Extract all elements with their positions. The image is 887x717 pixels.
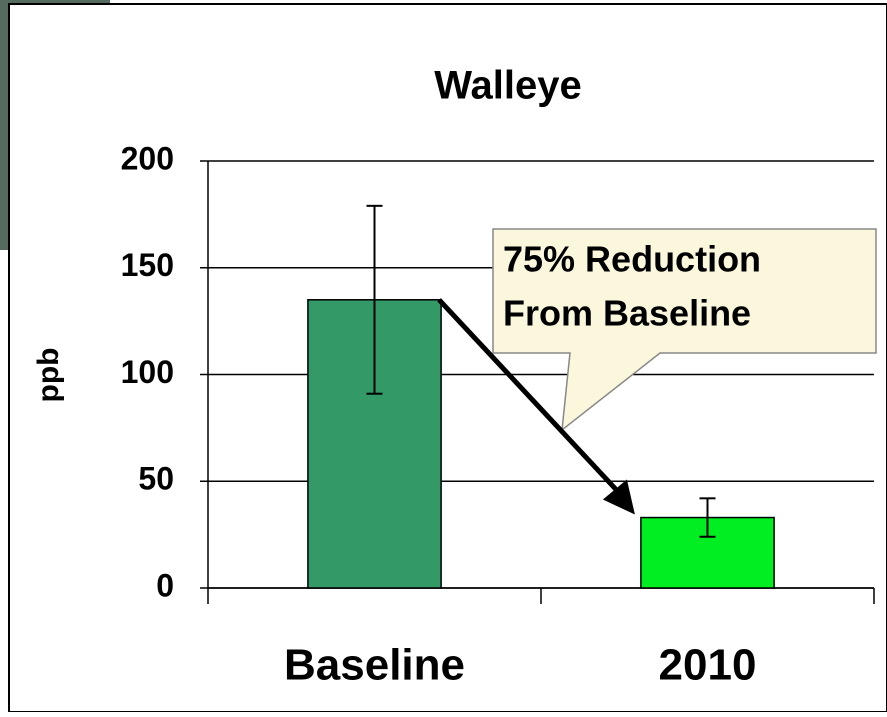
- annotation-text: From Baseline: [503, 293, 751, 334]
- x-tick-label: 2010: [659, 641, 757, 690]
- chart-title: Walleye: [434, 64, 581, 108]
- y-tick-label: 0: [156, 567, 174, 603]
- x-tick-label: Baseline: [284, 641, 465, 690]
- y-tick-label: 100: [121, 354, 174, 390]
- y-axis-label: ppb: [32, 348, 65, 403]
- annotation-text: 75% Reduction: [503, 239, 761, 280]
- y-tick-label: 150: [121, 247, 174, 283]
- y-tick-label: 50: [138, 461, 174, 497]
- y-tick-label: 200: [121, 140, 174, 176]
- chart: Walleye ppb 0 50 100 150 200 Baseline 2010 75% …: [0, 0, 887, 712]
